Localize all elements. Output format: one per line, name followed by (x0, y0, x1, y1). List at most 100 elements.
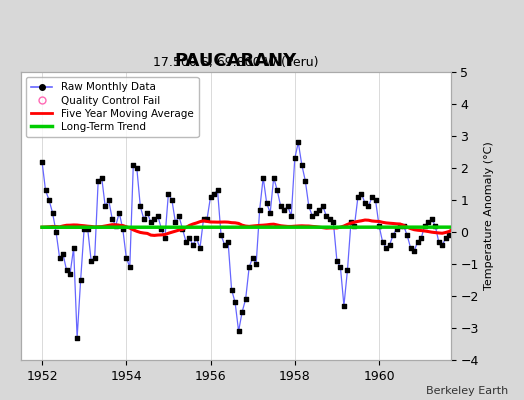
Point (407, 245, 415, 251)
Point (45, 197, 53, 203)
Point (238, 309, 246, 315)
Point (56, 254, 64, 261)
Point (392, 226, 401, 232)
Point (396, 222, 405, 229)
Point (343, 267, 352, 274)
Point (87, 258, 95, 264)
Point (118, 226, 127, 232)
Point (48, 210, 57, 216)
Point (389, 232, 397, 238)
Point (122, 254, 130, 261)
Point (178, 226, 187, 232)
Point (224, 238, 232, 245)
Point (413, 238, 422, 245)
Point (428, 216, 436, 222)
Point (333, 258, 341, 264)
Point (280, 206, 288, 213)
Point (304, 203, 313, 210)
Legend: Raw Monthly Data, Quality Control Fail, Five Year Moving Average, Long-Term Tren: Raw Monthly Data, Quality Control Fail, … (26, 77, 199, 137)
Point (242, 296, 250, 302)
Point (168, 197, 176, 203)
Point (73, 334, 81, 341)
Point (203, 216, 211, 222)
Point (403, 232, 411, 238)
Point (101, 203, 110, 210)
Point (196, 245, 204, 251)
Point (77, 277, 85, 283)
Point (41, 187, 50, 194)
Point (182, 238, 190, 245)
Point (410, 248, 418, 254)
Point (80, 226, 89, 232)
Text: Berkeley Earth: Berkeley Earth (426, 386, 508, 396)
Point (263, 200, 271, 206)
Point (336, 264, 345, 270)
Point (126, 264, 134, 270)
Point (442, 235, 450, 242)
Point (217, 232, 225, 238)
Point (266, 210, 275, 216)
Point (157, 226, 166, 232)
Point (234, 328, 243, 334)
Point (385, 242, 394, 248)
Point (129, 162, 137, 168)
Point (115, 210, 124, 216)
Point (94, 178, 102, 184)
Point (221, 242, 229, 248)
Point (283, 203, 292, 210)
Point (161, 235, 169, 242)
Point (136, 203, 145, 210)
Point (164, 190, 172, 197)
Point (308, 213, 316, 219)
Point (378, 238, 387, 245)
Point (147, 219, 155, 226)
Point (420, 222, 429, 229)
Point (382, 245, 390, 251)
Point (361, 200, 369, 206)
Point (245, 264, 253, 270)
Point (368, 194, 376, 200)
Point (417, 235, 425, 242)
Point (69, 245, 78, 251)
Point (83, 226, 92, 232)
Point (59, 251, 67, 258)
Point (231, 299, 239, 306)
Point (277, 203, 285, 210)
Point (108, 216, 116, 222)
Point (291, 155, 299, 162)
Point (350, 222, 358, 229)
Point (452, 232, 461, 238)
Point (424, 219, 432, 226)
Point (143, 210, 151, 216)
Point (372, 197, 380, 203)
Point (434, 238, 443, 245)
Point (174, 213, 183, 219)
Title: PAUCARANY: PAUCARANY (174, 52, 297, 70)
Point (375, 222, 383, 229)
Point (449, 229, 457, 235)
Point (252, 261, 260, 267)
Point (315, 206, 323, 213)
Point (133, 165, 141, 171)
Point (213, 187, 222, 194)
Text: 17.500 S, 69.800 W (Peru): 17.500 S, 69.800 W (Peru) (153, 56, 319, 69)
Point (192, 235, 201, 242)
Point (445, 232, 453, 238)
Point (438, 242, 446, 248)
Point (206, 194, 215, 200)
Point (210, 190, 218, 197)
Point (431, 222, 440, 229)
Point (340, 302, 348, 309)
Point (97, 174, 106, 181)
Point (364, 203, 373, 210)
Point (455, 235, 464, 242)
Point (154, 213, 162, 219)
Point (259, 174, 267, 181)
Point (399, 222, 408, 229)
Point (91, 254, 99, 261)
Point (227, 286, 236, 293)
Point (256, 206, 264, 213)
Point (269, 174, 278, 181)
Point (312, 210, 320, 216)
Point (322, 213, 331, 219)
